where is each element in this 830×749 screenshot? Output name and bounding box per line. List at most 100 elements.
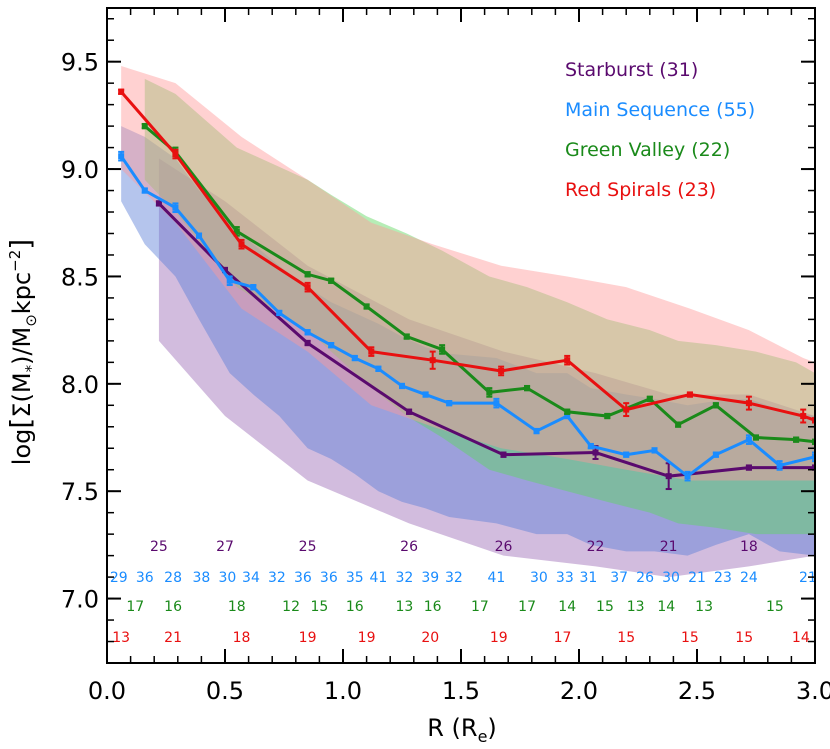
main-sequence-count-label: 32 [268, 570, 286, 586]
main-sequence-point [651, 447, 658, 454]
starburst-count-label: 26 [400, 539, 418, 555]
main-sequence-point [304, 329, 311, 336]
green-valley-count-label: 18 [228, 599, 246, 615]
green-valley-point [328, 277, 335, 284]
legend-entry-starburst: Starburst (31) [565, 59, 698, 81]
starburst-point [812, 464, 815, 471]
main-sequence-point [493, 400, 500, 407]
red-spirals-point [745, 400, 752, 407]
main-sequence-point [684, 473, 691, 480]
green-valley-line [143, 124, 815, 444]
x-tick-label: 1.0 [324, 677, 362, 705]
green-valley-count-label: 16 [164, 599, 182, 615]
green-valley-point [646, 395, 653, 402]
red-spirals-count-label: 19 [490, 630, 508, 646]
green-valley-point [233, 228, 240, 235]
red-spirals-count-label: 17 [554, 630, 572, 646]
main-sequence-count-label: 36 [136, 570, 154, 586]
red-spirals-point [238, 241, 245, 248]
red-spirals-point [118, 88, 125, 95]
green-valley-count-label: 16 [346, 599, 364, 615]
axis-ticks: 0.0 0.5 1.0 1.5 2.0 2.5 3.0 7.0 7.5 8.0 8.5 9.0 9.5 [61, 8, 830, 705]
red-spirals-point [172, 151, 179, 158]
x-axis-title-main: R (R [427, 714, 477, 742]
red-spirals-count-label: 21 [164, 630, 182, 646]
starburst-count-label: 25 [299, 539, 317, 555]
main-sequence-point [776, 462, 783, 469]
y-tick-label: 9.0 [61, 156, 99, 184]
x-tick-label: 3.0 [796, 677, 830, 705]
y-tick-label: 8.0 [61, 371, 99, 399]
y-axis-title-sun: ⊙ [22, 314, 40, 327]
main-sequence-point [422, 391, 429, 398]
starburst-point [745, 464, 752, 471]
red-spirals-point [623, 406, 630, 413]
series-lines [118, 88, 815, 491]
red-spirals-point [498, 367, 505, 374]
main-sequence-count-label: 21 [688, 570, 706, 586]
red-spirals-count-label: 18 [233, 630, 251, 646]
main-sequence-point [172, 204, 179, 211]
green-valley-point [753, 434, 759, 441]
bin-counts: 25 27 25 26 26 22 21 18 29 36 28 38 30 34 32 36 36 35 41 32… [110, 539, 817, 646]
starburst-count-label: 25 [150, 539, 168, 555]
legend-entry-green-valley: Green Valley (22) [565, 139, 730, 161]
main-sequence-count-label: 32 [395, 570, 413, 586]
red-spirals-count-label: 15 [617, 630, 635, 646]
starburst-point [665, 473, 672, 480]
main-sequence-count-label: 23 [714, 570, 732, 586]
x-tick-label: 0.5 [206, 677, 244, 705]
main-sequence-point [118, 153, 125, 160]
main-sequence-count-label: 30 [530, 570, 548, 586]
main-sequence-count-label: 29 [110, 570, 128, 586]
main-sequence-point [564, 413, 571, 420]
main-sequence-count-label: 37 [610, 570, 628, 586]
legend-entry-main-sequence: Main Sequence (55) [565, 99, 755, 121]
green-valley-point [675, 421, 682, 428]
starburst-point [222, 267, 228, 273]
red-spirals-count-label: 13 [112, 630, 130, 646]
green-valley-point [604, 413, 611, 420]
green-valley-count-label: 16 [424, 599, 442, 615]
green-valley-count-label: 15 [596, 599, 614, 615]
main-sequence-point [375, 365, 382, 372]
main-sequence-count-label: 41 [369, 570, 387, 586]
green-valley-count-label: 17 [471, 599, 489, 615]
y-axis-title-sigma: Σ(M [8, 372, 36, 417]
green-valley-band [144, 78, 815, 535]
y-axis-title-log: log [8, 429, 36, 466]
main-sequence-point [745, 436, 752, 443]
main-sequence-point [446, 400, 453, 407]
green-valley-point [564, 408, 571, 415]
y-axis-title-open: [ [4, 418, 37, 429]
starburst-count-label: 26 [495, 539, 513, 555]
main-sequence-count-label: 36 [320, 570, 338, 586]
x-tick-label: 2.0 [560, 677, 598, 705]
main-sequence-count-label: 41 [487, 570, 505, 586]
green-valley-point [486, 389, 493, 396]
red-spirals-count-label: 19 [358, 630, 376, 646]
main-sequence-count-label: 26 [636, 570, 654, 586]
main-sequence-count-label: 30 [662, 570, 680, 586]
green-valley-count-label: 15 [766, 599, 784, 615]
y-axis-title-exp: −2 [6, 250, 24, 272]
red-spirals-point [800, 413, 807, 420]
green-valley-count-label: 12 [282, 599, 300, 615]
x-axis-title: R (Re) [427, 714, 497, 746]
starburst-point [406, 408, 413, 415]
main-sequence-count-label: 33 [556, 570, 574, 586]
x-axis-title-sub: e [478, 727, 488, 746]
green-valley-point [439, 346, 446, 353]
main-sequence-count-label: 32 [445, 570, 463, 586]
red-spirals-count-label: 19 [299, 630, 317, 646]
x-tick-label: 1.5 [442, 677, 480, 705]
main-sequence-count-label: 34 [242, 570, 260, 586]
red-spirals-point [429, 357, 436, 364]
main-sequence-point [226, 277, 233, 284]
green-valley-count-label: 14 [657, 599, 675, 615]
red-spirals-point [812, 417, 815, 424]
main-sequence-point [712, 451, 719, 458]
starburst-count-label: 18 [740, 539, 758, 555]
y-axis-title: log[Σ(M*)/M⊙kpc−2] [4, 239, 40, 465]
